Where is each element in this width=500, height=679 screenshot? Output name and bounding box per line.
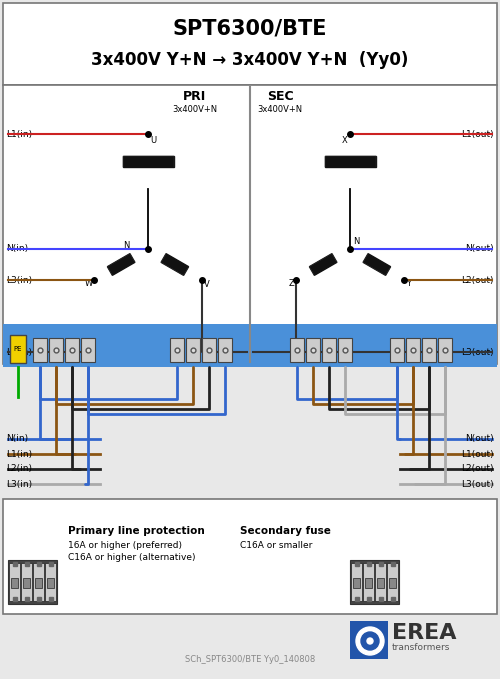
Bar — [65, 338, 79, 362]
Bar — [377, 578, 384, 588]
Text: L2(out): L2(out) — [462, 464, 494, 473]
Text: SEC: SEC — [266, 90, 293, 103]
Bar — [45, 563, 56, 601]
Text: L3(in): L3(in) — [6, 276, 32, 285]
Text: PRI: PRI — [184, 90, 206, 103]
Bar — [350, 621, 388, 659]
Text: 3x400V+N: 3x400V+N — [172, 105, 218, 113]
Bar — [3, 499, 497, 614]
Bar — [353, 578, 360, 588]
Bar — [365, 578, 372, 588]
Text: L3(out): L3(out) — [462, 348, 494, 356]
Text: N(in): N(in) — [6, 435, 28, 443]
Polygon shape — [310, 254, 337, 275]
Text: V: V — [204, 280, 210, 289]
Bar — [3, 3, 497, 85]
Bar — [389, 578, 396, 588]
Bar — [350, 560, 399, 604]
Text: transformers: transformers — [392, 644, 450, 653]
Polygon shape — [122, 156, 174, 167]
Text: 16A or higher (preferred): 16A or higher (preferred) — [68, 540, 182, 549]
Bar — [81, 338, 95, 362]
Polygon shape — [324, 156, 376, 167]
Bar — [9, 563, 20, 601]
Bar — [33, 338, 47, 362]
Text: U: U — [150, 136, 156, 145]
Text: L2(out): L2(out) — [462, 276, 494, 285]
Text: Secondary fuse: Secondary fuse — [240, 526, 331, 536]
Text: N(out): N(out) — [466, 435, 494, 443]
Bar — [218, 338, 232, 362]
Bar — [202, 338, 216, 362]
Bar — [3, 324, 497, 367]
Text: L3(out): L3(out) — [462, 479, 494, 488]
Text: L1(out): L1(out) — [462, 449, 494, 458]
Circle shape — [356, 627, 384, 655]
Circle shape — [361, 632, 379, 650]
Bar — [186, 338, 200, 362]
Bar — [387, 563, 398, 601]
Text: L1(in): L1(in) — [6, 449, 32, 458]
Text: PE: PE — [14, 346, 22, 352]
Bar — [21, 563, 32, 601]
Text: W: W — [85, 279, 94, 288]
Bar — [35, 578, 42, 588]
Text: L1(in): L1(in) — [6, 130, 32, 139]
Bar — [10, 335, 26, 363]
Polygon shape — [161, 254, 188, 275]
Bar — [351, 563, 362, 601]
Text: L3(in): L3(in) — [6, 479, 32, 488]
Text: L2(in): L2(in) — [6, 464, 32, 473]
Bar — [306, 338, 320, 362]
Bar — [170, 338, 184, 362]
Text: SCh_SPT6300/BTE Yy0_140808: SCh_SPT6300/BTE Yy0_140808 — [185, 655, 315, 663]
Text: Primary line protection: Primary line protection — [68, 526, 205, 536]
Text: C16A or smaller: C16A or smaller — [240, 540, 312, 549]
Bar — [438, 338, 452, 362]
Text: Z: Z — [288, 279, 294, 288]
Bar — [23, 578, 30, 588]
Text: EREA: EREA — [392, 623, 456, 643]
Text: L1(out): L1(out) — [462, 130, 494, 139]
Bar — [290, 338, 304, 362]
Bar — [8, 560, 57, 604]
Bar — [3, 85, 497, 364]
Polygon shape — [363, 254, 390, 275]
Bar — [390, 338, 404, 362]
Text: X: X — [341, 136, 347, 145]
Text: 3x400V+N: 3x400V+N — [258, 105, 302, 113]
Text: C16A or higher (alternative): C16A or higher (alternative) — [68, 553, 196, 562]
Bar — [406, 338, 420, 362]
Text: SPT6300/BTE: SPT6300/BTE — [173, 18, 327, 38]
Bar — [49, 338, 63, 362]
Bar — [33, 563, 44, 601]
Text: N: N — [124, 240, 130, 249]
Text: L2(in): L2(in) — [6, 348, 32, 356]
Circle shape — [367, 638, 373, 644]
Text: N(out): N(out) — [466, 244, 494, 253]
Bar — [363, 563, 374, 601]
Polygon shape — [108, 254, 135, 275]
Bar — [338, 338, 352, 362]
Bar — [375, 563, 386, 601]
Text: N: N — [353, 237, 360, 246]
Bar — [11, 578, 18, 588]
Bar — [322, 338, 336, 362]
Bar — [47, 578, 54, 588]
Text: N(in): N(in) — [6, 244, 28, 253]
Bar — [422, 338, 436, 362]
Text: Y: Y — [406, 279, 410, 288]
Text: 3x400V Y+N → 3x400V Y+N  (Yy0): 3x400V Y+N → 3x400V Y+N (Yy0) — [92, 51, 408, 69]
